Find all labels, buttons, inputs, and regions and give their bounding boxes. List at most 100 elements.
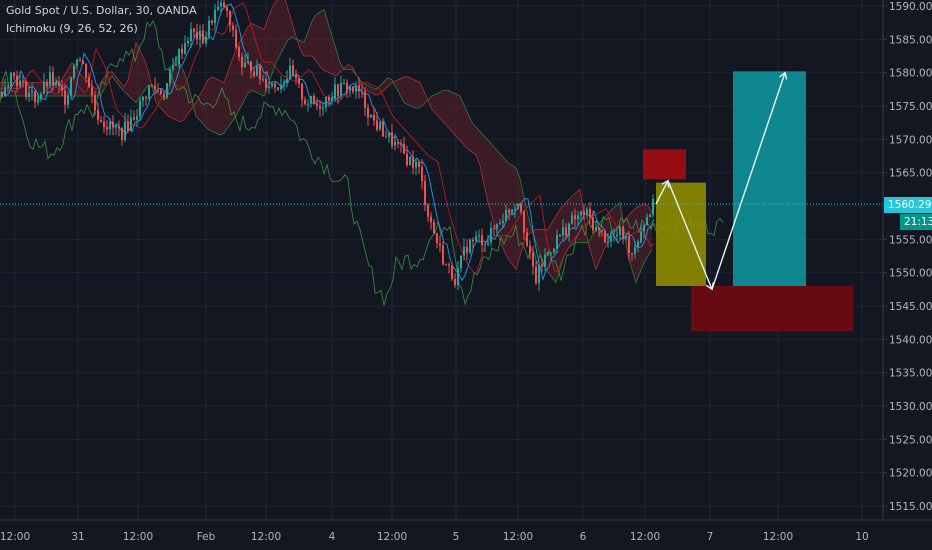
candle-body (511, 209, 513, 213)
candle-body (481, 235, 483, 246)
candle-body (652, 198, 654, 215)
candle-body (328, 96, 330, 101)
box-support-zone[interactable] (691, 286, 853, 332)
box-upper-resistance[interactable] (643, 149, 686, 180)
candle-body (343, 82, 345, 84)
candle-body (310, 95, 312, 104)
candle-body (4, 87, 6, 97)
candle-body (472, 239, 474, 242)
time-tick-label: 12:00 (251, 531, 281, 543)
projection-boxes[interactable] (643, 71, 853, 332)
price-tick-label: 1585.000 (889, 34, 932, 46)
candle-body (106, 127, 108, 130)
price-axis-panel[interactable] (883, 0, 932, 550)
chikou-span (0, 19, 724, 306)
candle-body (130, 117, 132, 131)
arrow-segment[interactable] (655, 180, 669, 205)
candle-body (49, 72, 51, 87)
candle-body (253, 71, 255, 76)
arrow-segment[interactable] (711, 72, 786, 290)
price-tick-label: 1575.000 (889, 101, 932, 113)
candle-body (136, 116, 138, 120)
candle-body (559, 235, 561, 237)
candle-body (400, 143, 402, 145)
box-target-range[interactable] (733, 71, 806, 286)
candle-body (406, 153, 408, 166)
candle-body (649, 214, 651, 217)
candle-body (643, 225, 645, 232)
time-tick-label: 12:00 (0, 531, 30, 543)
candle-body (100, 120, 102, 122)
candle-body (121, 127, 123, 140)
candle-body (295, 75, 297, 79)
candle-body (508, 209, 510, 213)
candle-body (475, 236, 477, 242)
time-tick-label: 6 (580, 531, 587, 543)
candle-body (640, 231, 642, 243)
candle-body (199, 30, 201, 40)
candle-body (139, 100, 141, 117)
candle-body (421, 167, 423, 182)
projection-arrow[interactable] (655, 71, 788, 291)
candle-body (316, 103, 318, 106)
price-tick-label: 1540.000 (889, 334, 932, 346)
candle-body (133, 117, 135, 120)
candle-body (289, 65, 291, 79)
candle-body (448, 264, 450, 266)
candle-body (151, 85, 153, 87)
candle-body (43, 81, 45, 94)
candle-body (376, 120, 378, 130)
candle-body (247, 61, 249, 63)
candle-body (403, 144, 405, 154)
time-tick-label: 10 (855, 531, 868, 543)
candle-body (160, 89, 162, 95)
candle-body (541, 264, 543, 267)
candle-body (25, 81, 27, 97)
candle-body (571, 215, 573, 224)
candle-body (568, 223, 570, 236)
candle-body (625, 236, 627, 239)
candle-body (220, 2, 222, 7)
candle-body (526, 232, 528, 246)
indicator-label: Ichimoku (9, 26, 52, 26) (6, 22, 138, 35)
time-tick-label: 31 (71, 531, 84, 543)
candle-body (361, 91, 363, 93)
candle-body (514, 208, 516, 210)
time-axis[interactable]: 12:00 31 12:00 Feb 12:00 4 12:00 5 12:00 6 12:00 7 1… (0, 531, 869, 543)
candle-body (409, 156, 411, 166)
box-first-leg-range[interactable] (656, 182, 706, 286)
price-tick-label: 1515.000 (889, 501, 932, 513)
price-tick-label: 1550.000 (889, 268, 932, 280)
candle-body (91, 87, 93, 96)
candle-body (457, 268, 459, 286)
candle-body (580, 211, 582, 216)
arrow-segment[interactable] (667, 180, 713, 290)
candle-body (250, 61, 252, 72)
candle-body (202, 30, 204, 44)
candle-body (58, 82, 60, 87)
time-tick-label: 12:00 (123, 531, 153, 543)
candle-body (451, 265, 453, 280)
kijun-sen (0, 2, 655, 274)
candle-body (76, 59, 78, 66)
time-tick-label: 5 (453, 531, 460, 543)
candle-body (544, 254, 546, 267)
candle-body (436, 233, 438, 244)
candle-body (85, 63, 87, 78)
candle-body (16, 75, 18, 87)
candle-body (610, 237, 612, 242)
candle-body (613, 236, 615, 238)
candle-body (550, 252, 552, 254)
candle-body (340, 82, 342, 97)
candle-body (274, 83, 276, 88)
candle-body (169, 69, 171, 83)
candle-body (553, 248, 555, 253)
candle-body (397, 141, 399, 144)
candle-body (46, 81, 48, 87)
candle-body (427, 204, 429, 217)
candle-body (304, 99, 306, 104)
candle-body (358, 85, 360, 92)
candle-body (154, 85, 156, 90)
candle-body (607, 241, 609, 243)
